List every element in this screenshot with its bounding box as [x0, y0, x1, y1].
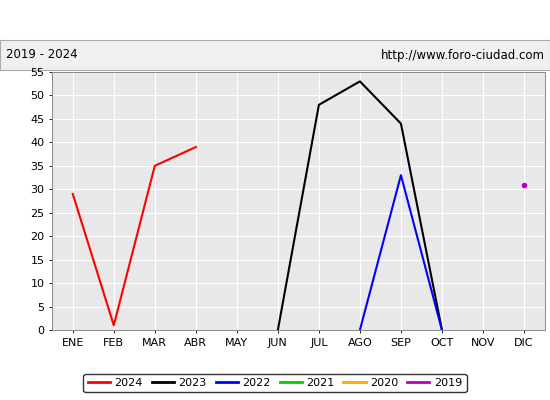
Text: http://www.foro-ciudad.com: http://www.foro-ciudad.com	[381, 48, 544, 62]
Text: 2019 - 2024: 2019 - 2024	[6, 48, 77, 62]
Text: Evolucion Nº Turistas Extranjeros en el municipio de Caballar: Evolucion Nº Turistas Extranjeros en el …	[51, 14, 499, 28]
Legend: 2024, 2023, 2022, 2021, 2020, 2019: 2024, 2023, 2022, 2021, 2020, 2019	[84, 374, 466, 392]
